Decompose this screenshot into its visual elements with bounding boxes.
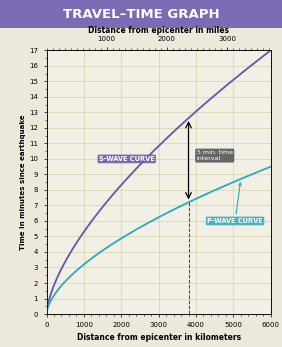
Text: TRAVEL–TIME GRAPH: TRAVEL–TIME GRAPH <box>63 8 219 21</box>
X-axis label: Distance from epicenter in miles: Distance from epicenter in miles <box>88 26 229 35</box>
Text: P-WAVE CURVE: P-WAVE CURVE <box>207 183 263 224</box>
X-axis label: Distance from epicenter in kilometers: Distance from epicenter in kilometers <box>76 332 241 341</box>
Text: 5 min. time
interval: 5 min. time interval <box>197 150 233 161</box>
Text: S-WAVE CURVE: S-WAVE CURVE <box>99 156 155 162</box>
Y-axis label: Time in minutes since earthquake: Time in minutes since earthquake <box>20 115 27 250</box>
